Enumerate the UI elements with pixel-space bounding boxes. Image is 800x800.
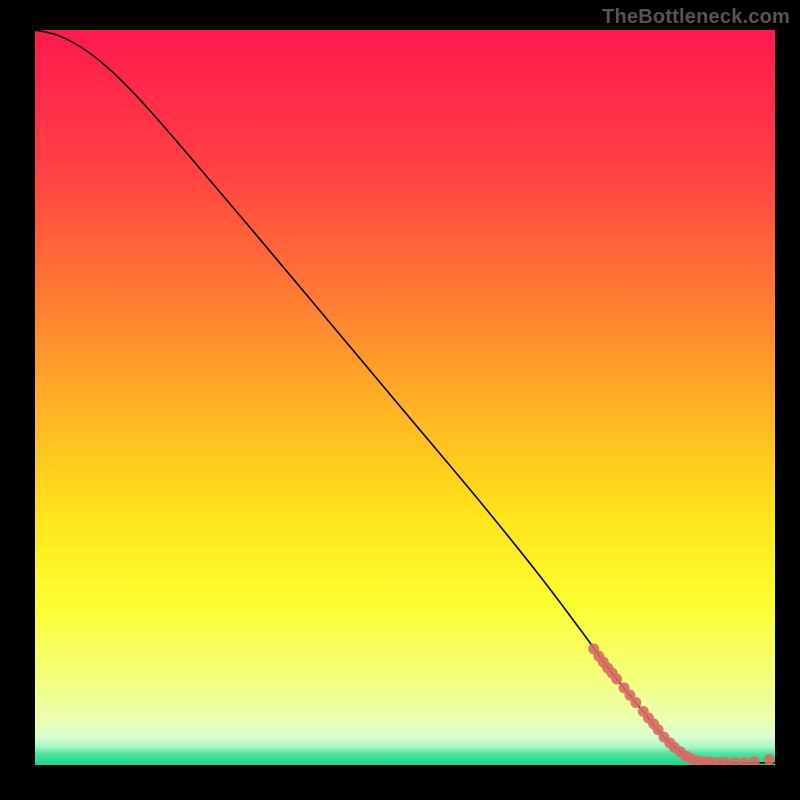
chart-svg xyxy=(35,30,775,765)
watermark-text: TheBottleneck.com xyxy=(602,6,790,29)
plot-area xyxy=(35,30,775,765)
scatter-point xyxy=(764,754,775,765)
gradient-rect xyxy=(35,30,775,765)
scatter-point xyxy=(630,697,641,708)
scatter-point xyxy=(611,674,622,685)
